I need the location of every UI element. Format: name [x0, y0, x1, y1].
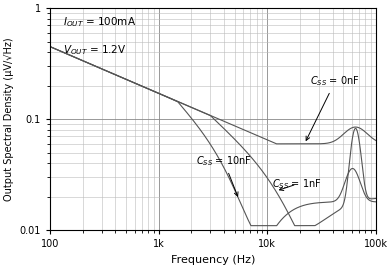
Text: $V_{OUT}$ = 1.2V: $V_{OUT}$ = 1.2V: [63, 44, 126, 58]
Text: $C_{SS}$ = 0nF: $C_{SS}$ = 0nF: [306, 74, 360, 140]
Text: $C_{SS}$ = 1nF: $C_{SS}$ = 1nF: [272, 177, 321, 191]
Y-axis label: Output Spectral Density (μV/√Hz): Output Spectral Density (μV/√Hz): [4, 37, 14, 201]
Text: $C_{SS}$ = 10nF: $C_{SS}$ = 10nF: [196, 154, 252, 196]
Text: $I_{OUT}$ = 100mA: $I_{OUT}$ = 100mA: [63, 15, 136, 29]
X-axis label: Frequency (Hz): Frequency (Hz): [171, 255, 255, 265]
